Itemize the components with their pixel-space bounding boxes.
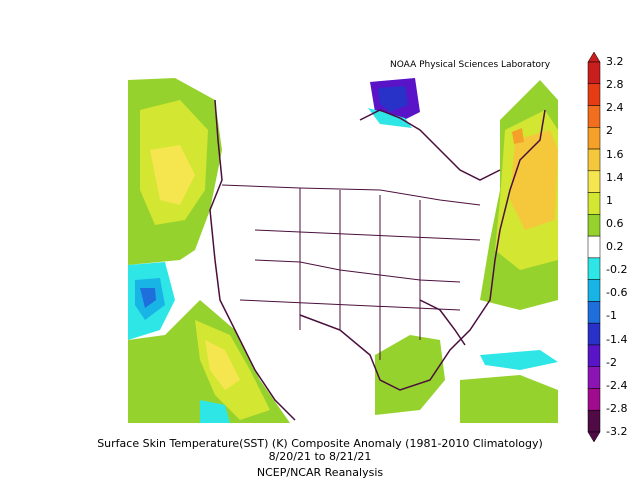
colorbar-swatch xyxy=(587,344,601,367)
colorbar-swatch xyxy=(587,388,601,411)
colorbar-tick-label: 1.4 xyxy=(606,170,624,184)
colorbar-tick-label: 0.6 xyxy=(606,216,624,230)
colorbar-swatch xyxy=(587,214,601,237)
colorbar-swatch xyxy=(587,192,601,215)
colorbar-swatch xyxy=(587,235,601,259)
coastlines xyxy=(209,99,546,421)
anomaly-region-caribbean xyxy=(460,375,558,423)
anomaly-region-atlantic-core xyxy=(510,130,558,230)
colorbar-tick-label: -0.6 xyxy=(606,286,628,300)
colorbar-swatch xyxy=(587,105,601,128)
anomaly-region-pacific-se-cool xyxy=(200,400,230,423)
colorbar-tick-label: 2.4 xyxy=(606,101,624,115)
colorbar-swatch xyxy=(587,279,601,302)
caption-source: NCEP/NCAR Reanalysis xyxy=(256,466,384,479)
caption-title: Surface Skin Temperature(SST) (K) Compos… xyxy=(97,437,543,450)
anomaly-region-gulf xyxy=(375,335,445,415)
colorbar-tick-label: -0.2 xyxy=(606,263,628,277)
colorbar-swatch xyxy=(587,170,601,193)
colorbar-tick-label: 0.2 xyxy=(606,240,624,253)
colorbar-tick-label: 1.6 xyxy=(606,147,624,161)
anomaly-region-caribbean-cool xyxy=(480,350,558,370)
colorbar-swatch xyxy=(587,148,601,172)
colorbar-swatch xyxy=(587,322,601,346)
anomaly-region-atlantic-hot xyxy=(512,128,524,144)
colorbar-tick-label: -1.4 xyxy=(606,332,628,346)
colorbar-tick-label: -2.8 xyxy=(606,401,628,415)
colorbar-tick-label: -2.4 xyxy=(606,378,628,392)
colorbar-tick-label: -3.2 xyxy=(606,425,628,438)
colorbar-swatch xyxy=(587,301,601,324)
colorbar-tick-label: 2.8 xyxy=(606,78,624,92)
colorbar-arrow-bottom xyxy=(587,431,601,443)
colorbar-tick-label: 1 xyxy=(606,193,613,207)
colorbar-arrow-top xyxy=(587,51,601,63)
caption-dates: 8/20/21 to 8/21/21 xyxy=(268,450,372,463)
colorbar-tick-label: 2 xyxy=(606,124,613,138)
anomaly-region-hudson-colder xyxy=(378,86,408,112)
colorbar-swatch xyxy=(587,409,601,433)
colorbar-swatch xyxy=(587,61,601,85)
anomaly-region-baja-core xyxy=(205,340,240,390)
colorbar-swatch xyxy=(587,257,601,280)
colorbar-tick-label: -1 xyxy=(606,309,617,323)
colorbar-swatch xyxy=(587,366,601,389)
colorbar xyxy=(587,51,601,443)
credit-label: NOAA Physical Sciences Laboratory xyxy=(390,60,551,70)
colorbar-tick-label: 3.2 xyxy=(606,55,624,68)
colorbar-swatch xyxy=(587,127,601,150)
anomaly-region-hudson-edge xyxy=(368,108,412,128)
colorbar-swatch xyxy=(587,83,601,106)
colorbar-tick-label: -2 xyxy=(606,355,617,369)
anomaly-region-pacific-coldest xyxy=(140,288,156,308)
anomaly-region-pacific-core xyxy=(150,145,195,205)
political-borders xyxy=(221,184,481,360)
